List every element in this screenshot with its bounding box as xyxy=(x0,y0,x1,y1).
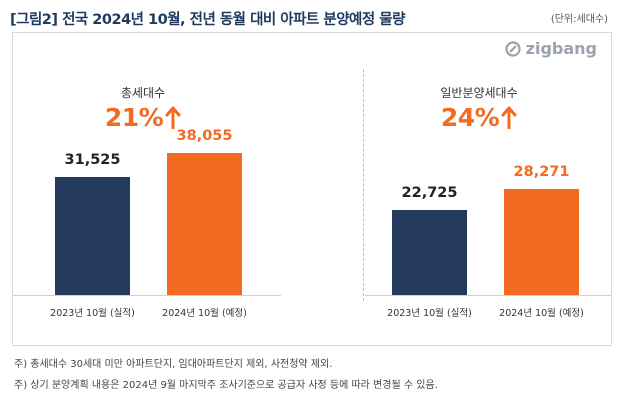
x-tick-label: 2023년 10월 (실적) xyxy=(50,308,135,319)
chart-baseline xyxy=(13,295,281,296)
bar-value-label: 38,055 xyxy=(176,128,233,144)
footnotes: 주) 총세대수 30세대 미만 아파트단지, 임대아파트단지 제외, 사전청약 … xyxy=(14,354,438,396)
bar xyxy=(167,153,242,295)
x-tick-label: 2024년 10월 (예정) xyxy=(499,308,584,319)
zigbang-logo: zigbang xyxy=(505,39,597,58)
group-title: 일반분양세대수 xyxy=(440,86,518,100)
x-tick-label: 2024년 10월 (예정) xyxy=(162,308,247,319)
growth-value: 24% xyxy=(440,103,500,132)
chart-panel: zigbang 총세대수 21% 31,525 2023년 10월 (실적) 38,05… xyxy=(12,32,612,346)
x-tick-label: 2023년 10월 (실적) xyxy=(387,308,472,319)
growth-rate: 21% xyxy=(73,103,213,132)
arrow-up-icon xyxy=(501,106,517,129)
growth-rate: 24% xyxy=(409,103,549,132)
group-divider xyxy=(363,69,364,301)
logo-text: zigbang xyxy=(525,39,597,58)
bar-value-label: 28,271 xyxy=(513,164,570,180)
bar-value-label: 31,525 xyxy=(64,152,121,168)
bar-value-label: 22,725 xyxy=(401,185,458,201)
footnote-2: 주) 상기 분양계획 내용은 2024년 9월 마지막주 조사기준으로 공급자 … xyxy=(14,380,438,391)
bar xyxy=(504,189,579,295)
chart-title: [그림2] 전국 2024년 10월, 전년 동월 대비 아파트 분양예정 물량 xyxy=(10,12,405,28)
bar xyxy=(55,177,130,295)
footnote-1: 주) 총세대수 30세대 미만 아파트단지, 임대아파트단지 제외, 사전청약 … xyxy=(14,359,333,370)
group-title: 총세대수 xyxy=(120,86,166,100)
arrow-up-icon xyxy=(165,106,181,129)
growth-value: 21% xyxy=(104,103,164,132)
bar xyxy=(392,210,467,295)
chart-baseline xyxy=(365,295,611,296)
unit-label: (단위:세대수) xyxy=(550,14,608,25)
zigbang-logo-icon xyxy=(505,40,521,57)
